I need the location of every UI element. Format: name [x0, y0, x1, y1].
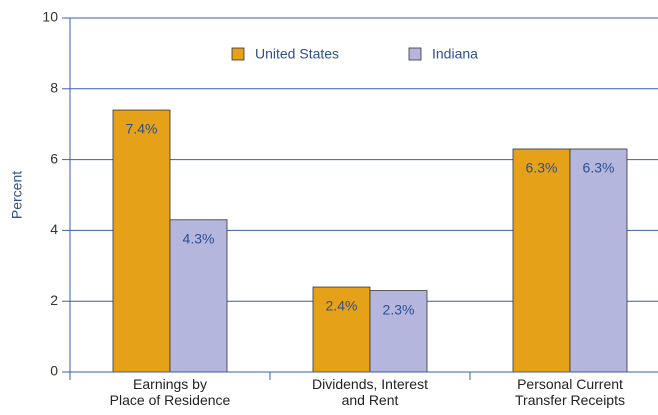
bar [112, 109, 171, 373]
value-label: 7.4% [126, 121, 158, 137]
value-label: 2.3% [383, 301, 415, 317]
bar [569, 148, 628, 373]
legend-swatch [231, 47, 245, 61]
y-tick-label: 2 [50, 292, 58, 308]
y-tick-label: 4 [50, 221, 58, 237]
y-tick-label: 6 [50, 150, 58, 166]
legend-label: United States [255, 46, 339, 62]
value-label: 4.3% [183, 230, 215, 246]
bar [512, 148, 571, 373]
bar [312, 286, 371, 373]
legend-label: Indiana [432, 46, 478, 62]
y-tick-label: 0 [50, 363, 58, 379]
legend-swatch [408, 47, 422, 61]
x-tick-label: Earnings by Place of Residence [109, 376, 231, 408]
value-label: 6.3% [583, 160, 615, 176]
x-tick-label: Personal Current Transfer Receipts [515, 376, 625, 408]
bar [369, 290, 428, 373]
x-tick-label: Dividends, Interest and Rent [312, 376, 428, 408]
bar [169, 219, 228, 373]
value-label: 6.3% [526, 160, 558, 176]
y-tick-label: 8 [50, 80, 58, 96]
y-tick-label: 10 [42, 9, 58, 25]
y-axis-label: Percent [9, 171, 25, 219]
value-label: 2.4% [326, 298, 358, 314]
